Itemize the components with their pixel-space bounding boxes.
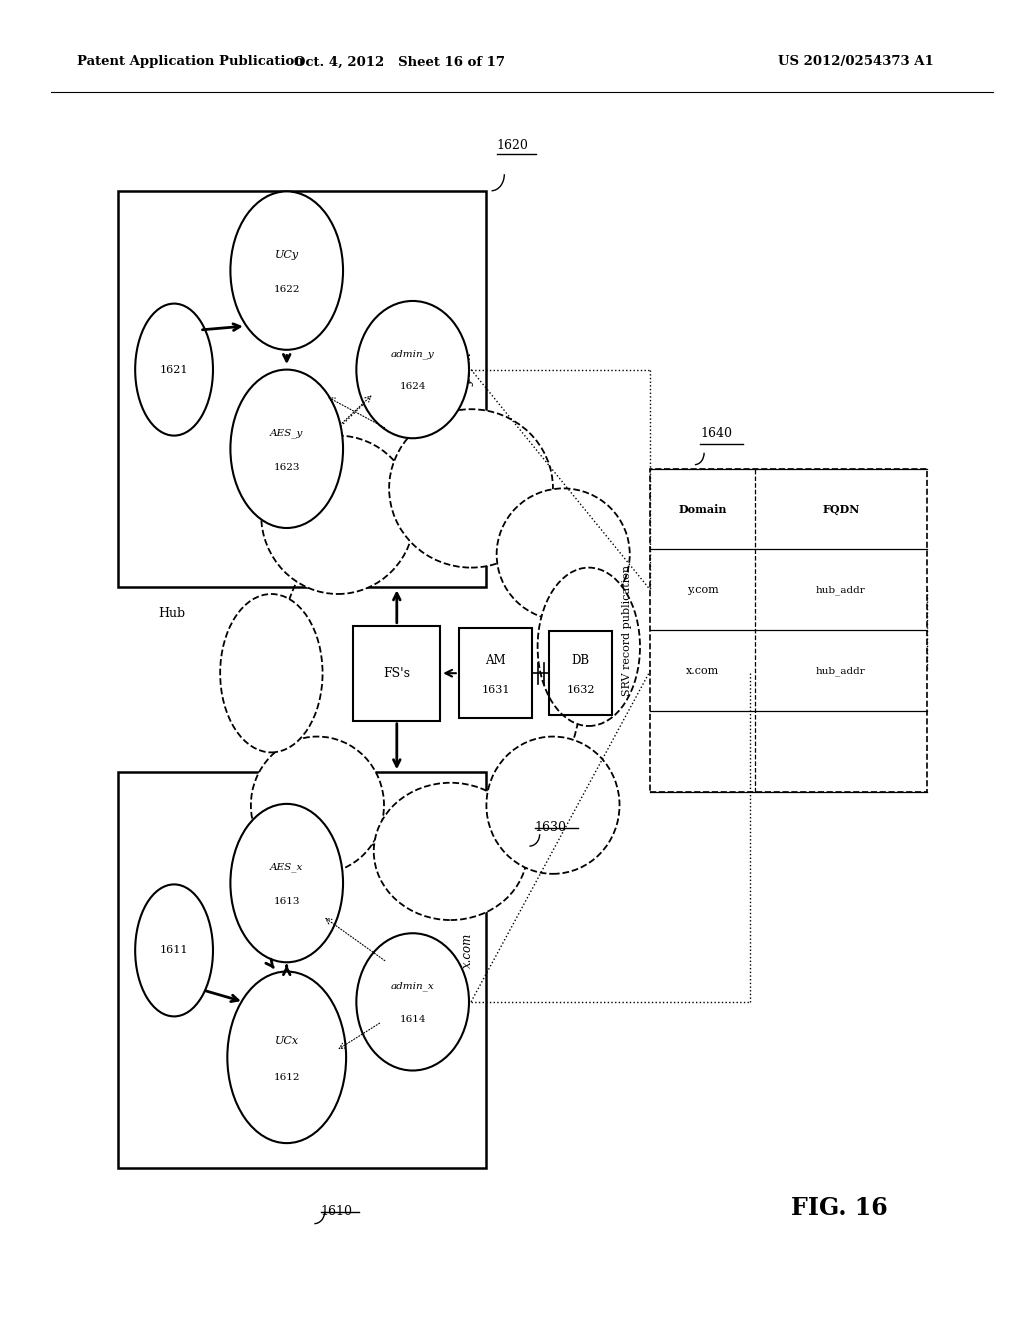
Text: hub_addr: hub_addr bbox=[816, 665, 866, 676]
Ellipse shape bbox=[135, 304, 213, 436]
Text: 1611: 1611 bbox=[160, 945, 188, 956]
Text: 1610: 1610 bbox=[321, 1205, 352, 1218]
Bar bbox=[118, 191, 486, 587]
Text: y.com: y.com bbox=[462, 352, 474, 387]
Text: x.com: x.com bbox=[686, 665, 720, 676]
Bar bbox=[549, 631, 612, 715]
Text: 1640: 1640 bbox=[700, 426, 732, 440]
Text: 1621: 1621 bbox=[160, 364, 188, 375]
Text: x.com: x.com bbox=[462, 933, 474, 968]
Ellipse shape bbox=[227, 972, 346, 1143]
Text: admin_y: admin_y bbox=[391, 348, 434, 359]
Text: FIG. 16: FIG. 16 bbox=[792, 1196, 888, 1220]
Text: admin_x: admin_x bbox=[391, 981, 434, 991]
Ellipse shape bbox=[356, 933, 469, 1071]
Text: 1630: 1630 bbox=[535, 821, 566, 834]
Text: AES_y: AES_y bbox=[270, 428, 303, 438]
Ellipse shape bbox=[220, 594, 323, 752]
Text: 1613: 1613 bbox=[273, 898, 300, 906]
Ellipse shape bbox=[230, 370, 343, 528]
Text: AM: AM bbox=[485, 653, 506, 667]
Text: Patent Application Publication: Patent Application Publication bbox=[77, 55, 303, 69]
Ellipse shape bbox=[389, 409, 553, 568]
Text: FQDN: FQDN bbox=[822, 503, 860, 515]
Text: 1632: 1632 bbox=[566, 685, 595, 696]
Ellipse shape bbox=[251, 737, 384, 874]
Bar bbox=[650, 469, 927, 792]
Bar bbox=[353, 626, 440, 721]
Ellipse shape bbox=[538, 568, 640, 726]
Text: Oct. 4, 2012   Sheet 16 of 17: Oct. 4, 2012 Sheet 16 of 17 bbox=[294, 55, 505, 69]
Text: US 2012/0254373 A1: US 2012/0254373 A1 bbox=[778, 55, 934, 69]
Text: 1612: 1612 bbox=[273, 1073, 300, 1081]
Text: y.com: y.com bbox=[687, 585, 719, 595]
Ellipse shape bbox=[374, 783, 527, 920]
Ellipse shape bbox=[230, 804, 343, 962]
Text: 1623: 1623 bbox=[273, 463, 300, 471]
Bar bbox=[118, 772, 486, 1168]
Text: DB: DB bbox=[571, 653, 590, 667]
Ellipse shape bbox=[230, 191, 343, 350]
Text: Hub: Hub bbox=[159, 607, 185, 620]
Ellipse shape bbox=[497, 488, 630, 620]
Text: 1614: 1614 bbox=[399, 1015, 426, 1023]
Text: UCx: UCx bbox=[274, 1036, 299, 1047]
Ellipse shape bbox=[261, 436, 415, 594]
Text: UCy: UCy bbox=[274, 249, 299, 260]
Text: 1620: 1620 bbox=[497, 139, 528, 152]
Ellipse shape bbox=[486, 737, 620, 874]
Text: FS's: FS's bbox=[383, 667, 411, 680]
Text: hub_addr: hub_addr bbox=[816, 585, 866, 595]
Text: Domain: Domain bbox=[679, 503, 727, 515]
Text: 1622: 1622 bbox=[273, 285, 300, 293]
Bar bbox=[459, 628, 532, 718]
Ellipse shape bbox=[135, 884, 213, 1016]
Text: AES_x: AES_x bbox=[270, 862, 303, 873]
Ellipse shape bbox=[356, 301, 469, 438]
Text: 1624: 1624 bbox=[399, 383, 426, 391]
Text: SRV record publication: SRV record publication bbox=[622, 565, 632, 696]
Text: 1631: 1631 bbox=[481, 685, 510, 696]
